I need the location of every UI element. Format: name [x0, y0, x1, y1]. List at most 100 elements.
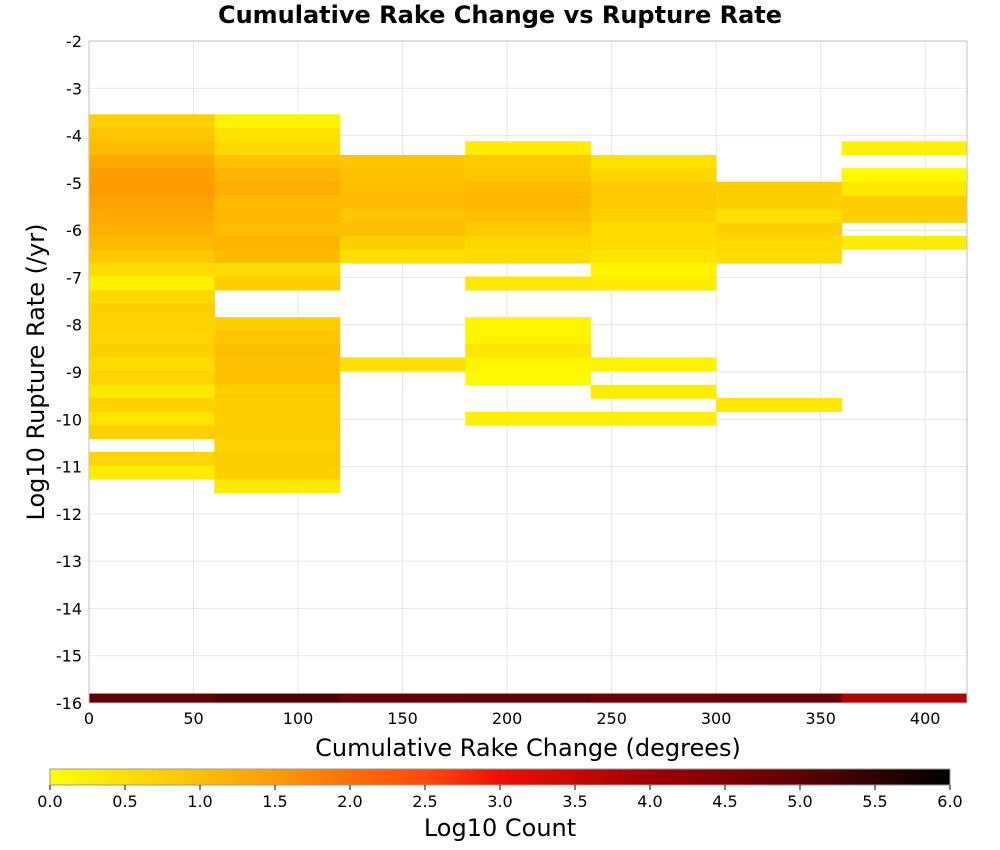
- colorbar-tick-label: 0.0: [37, 792, 62, 811]
- heatmap-cell: [465, 154, 592, 169]
- heatmap-cell: [89, 465, 215, 480]
- heatmap-cell: [590, 235, 717, 250]
- heatmap-cell: [89, 276, 215, 291]
- x-tick-label: 250: [596, 709, 627, 728]
- heatmap-cell: [89, 384, 215, 399]
- x-axis-label: Cumulative Rake Change (degrees): [315, 734, 741, 762]
- y-tick-label: -2: [66, 32, 82, 51]
- heatmap-cell: [339, 195, 466, 210]
- heatmap-cell: [841, 181, 968, 196]
- heatmap-cell: [89, 141, 215, 156]
- y-tick-label: -8: [66, 316, 82, 335]
- heatmap-cell: [89, 290, 215, 305]
- x-tick-label: 50: [183, 709, 203, 728]
- heatmap-cell: [89, 181, 215, 196]
- heatmap-cell: [214, 411, 341, 426]
- heatmap-cell: [590, 168, 717, 183]
- heatmap-cell: [89, 262, 215, 277]
- heatmap-cell: [89, 303, 215, 318]
- heatmap-cell: [89, 168, 215, 183]
- x-tick-label: 0: [84, 709, 94, 728]
- heatmap-cell: [716, 181, 843, 196]
- heatmap-cell: [214, 330, 341, 345]
- y-tick-label: -7: [66, 268, 82, 287]
- heatmap-cell: [214, 371, 341, 386]
- heatmap-cell: [214, 357, 341, 372]
- heatmap-cell: [716, 222, 843, 237]
- heatmap-cell: [841, 168, 968, 183]
- heatmap-cell: [214, 398, 341, 413]
- heatmap-cell: [339, 357, 466, 372]
- heatmap-cell: [465, 344, 592, 359]
- y-tick-label: -9: [66, 363, 82, 382]
- colorbar: [49, 768, 951, 786]
- heatmap-cell: [214, 384, 341, 399]
- heatmap-cell: [214, 208, 341, 223]
- heatmap-cell: [89, 693, 215, 703]
- colorbar-tick-label: 5.5: [862, 792, 887, 811]
- heatmap-cell: [339, 222, 466, 237]
- y-axis-label: Log10 Rupture Rate (/yr): [22, 224, 50, 521]
- heatmap-cell: [214, 222, 341, 237]
- heatmap-cell: [590, 262, 717, 277]
- heatmap-cell: [841, 195, 968, 210]
- heatmap-cell: [89, 114, 215, 129]
- heatmap-cell: [214, 317, 341, 332]
- y-tick-label: -15: [56, 647, 82, 666]
- heatmap-cell: [590, 276, 717, 291]
- heatmap-cell: [214, 438, 341, 453]
- heatmap-cell: [214, 451, 341, 466]
- heatmap-cell: [214, 114, 341, 129]
- y-tick-label: -4: [66, 127, 82, 146]
- chart-title: Cumulative Rake Change vs Rupture Rate: [218, 1, 782, 29]
- heatmap-cell: [214, 465, 341, 480]
- plot-border: [88, 40, 968, 704]
- heatmap-cell: [590, 222, 717, 237]
- colorbar-tick-label: 4.0: [637, 792, 662, 811]
- x-tick-label: 300: [701, 709, 732, 728]
- colorbar-ticks: 0.0 0.5 1.0 1.5 2.0 2.5 3.0 3.5 4.0 4.5 5.0 5.5 6.0: [37, 785, 963, 811]
- heatmap-cell: [89, 344, 215, 359]
- heatmap-cell: [89, 195, 215, 210]
- heatmap-cell: [841, 693, 968, 703]
- y-tick-label: -12: [56, 505, 82, 524]
- heatmap-cell: [214, 249, 341, 264]
- heatmap-cell: [465, 249, 592, 264]
- heatmap-cell: [590, 384, 717, 399]
- heatmap-cell: [214, 141, 341, 156]
- heatmap-cell: [89, 222, 215, 237]
- colorbar-tick-label: 5.0: [787, 792, 812, 811]
- heatmap-cell: [89, 411, 215, 426]
- heatmap-cell: [841, 141, 968, 156]
- heatmap-cell: [716, 249, 843, 264]
- heatmap-cell: [89, 330, 215, 345]
- heatmap-cell: [214, 235, 341, 250]
- y-tick-label: -3: [66, 79, 82, 98]
- x-tick-label: 400: [910, 709, 941, 728]
- y-tick-label: -6: [66, 221, 82, 240]
- heatmap-cell: [89, 357, 215, 372]
- colorbar-tick-label: 2.0: [337, 792, 362, 811]
- x-tick-label: 150: [387, 709, 418, 728]
- heatmap-cell: [89, 208, 215, 223]
- heatmap-cell: [214, 168, 341, 183]
- colorbar-tick-label: 3.5: [562, 792, 587, 811]
- colorbar-tick-label: 1.0: [187, 792, 212, 811]
- colorbar-tick-label: 4.5: [712, 792, 737, 811]
- heatmap-cell: [465, 317, 592, 332]
- heatmap-cell: [590, 181, 717, 196]
- colorbar-label: Log10 Count: [424, 814, 576, 842]
- heatmap-cell: [716, 398, 843, 413]
- heatmap-cell: [465, 371, 592, 386]
- colorbar-tick-label: 3.0: [487, 792, 512, 811]
- heatmap-cell: [339, 168, 466, 183]
- heatmap-cell: [465, 168, 592, 183]
- heatmap-cell: [465, 208, 592, 223]
- heatmap-cell: [465, 195, 592, 210]
- x-tick-label: 350: [805, 709, 836, 728]
- colorbar-tick-label: 6.0: [937, 792, 962, 811]
- heatmap-cell: [590, 195, 717, 210]
- y-tick-label: -14: [56, 599, 82, 618]
- y-tick-label: -13: [56, 552, 82, 571]
- heatmap-cell: [89, 249, 215, 264]
